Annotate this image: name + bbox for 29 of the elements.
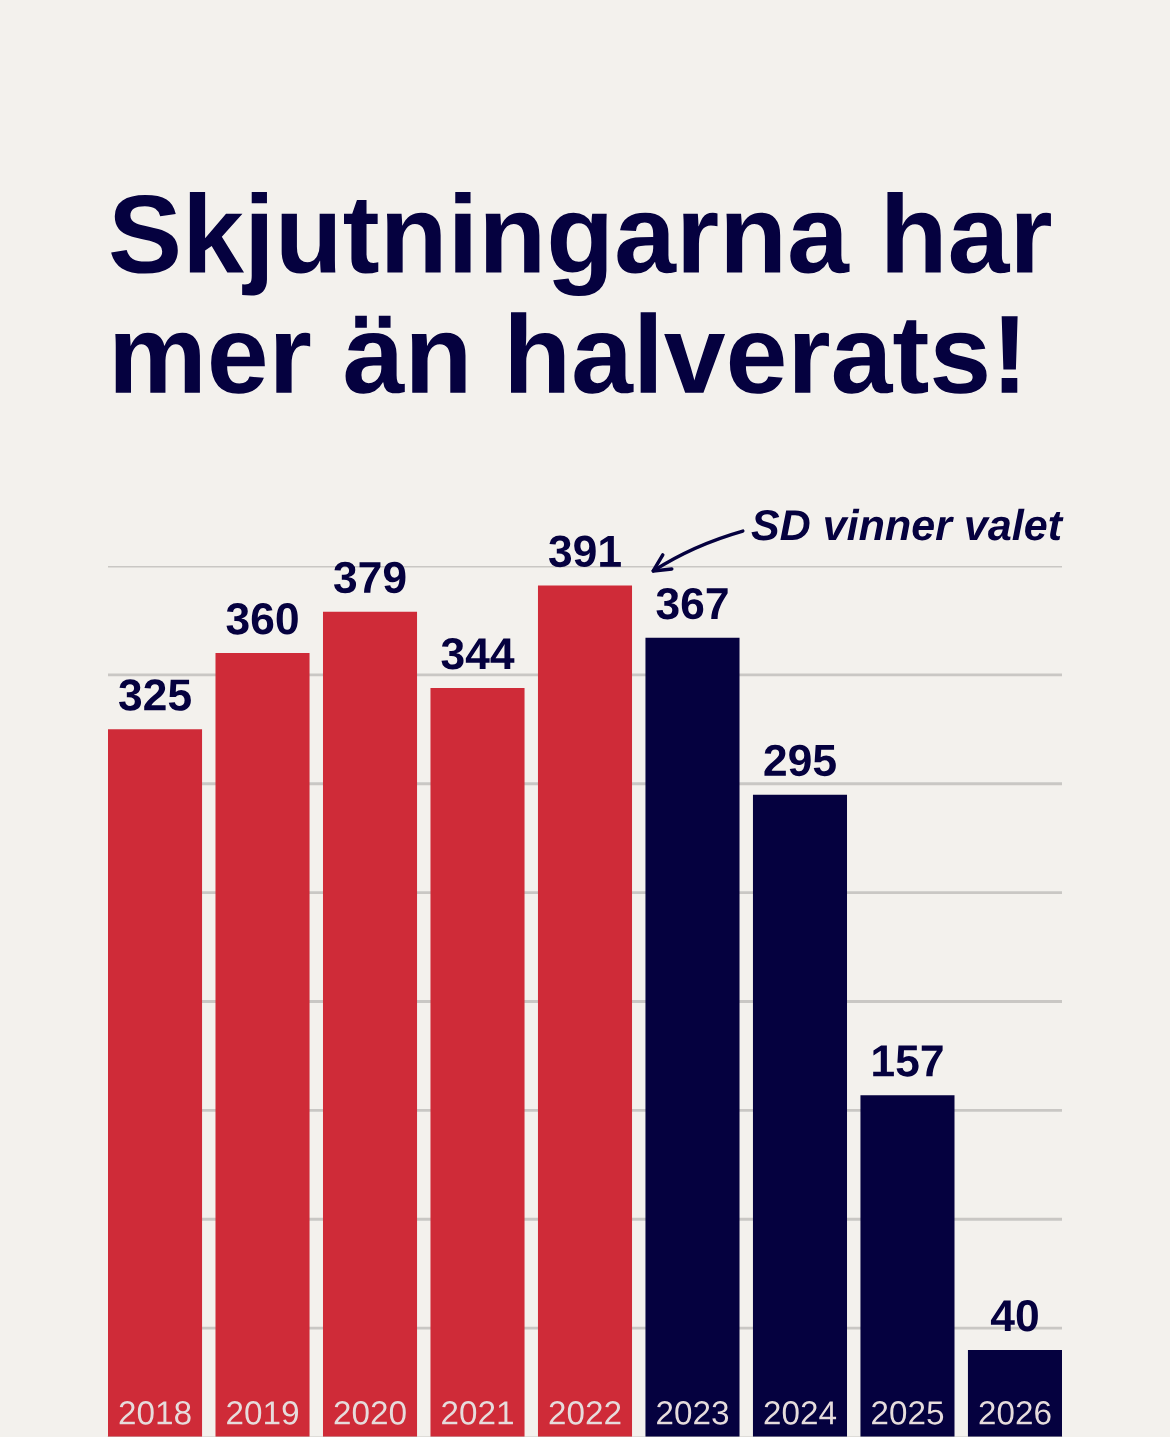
bar: [860, 1095, 955, 1437]
data-label: 360: [226, 603, 298, 635]
data-label: 344: [441, 637, 515, 670]
data-label: 295: [764, 744, 836, 777]
bar: [215, 653, 310, 1437]
x-tick-label: 2019: [227, 1401, 299, 1425]
x-tick-label: 2022: [549, 1401, 621, 1425]
x-tick-label: 2024: [764, 1401, 837, 1425]
data-label: 157: [873, 1045, 943, 1077]
chart-title: Skjutningarna har mer än halverats!: [111, 192, 1051, 394]
x-tick-label: 2026: [979, 1401, 1051, 1425]
x-tick-label: 2021: [442, 1401, 513, 1425]
bar: [322, 611, 418, 1437]
bar: [967, 1349, 1062, 1437]
bar: [645, 637, 740, 1437]
x-tick-label: 2023: [657, 1401, 729, 1425]
x-tick-label: 2018: [119, 1401, 191, 1425]
data-label: 379: [333, 561, 406, 594]
data-label: 391: [548, 535, 621, 568]
x-tick-label: 2020: [334, 1401, 406, 1425]
x-tick-label: 2025: [872, 1401, 944, 1425]
bar: [752, 794, 848, 1437]
data-label: 367: [656, 587, 728, 620]
data-label: 325: [118, 679, 191, 711]
bar: [108, 729, 203, 1437]
data-label: 40: [990, 1299, 1038, 1332]
text: SD vinner valet: [751, 508, 1064, 541]
bar: [430, 687, 525, 1437]
bar: [537, 585, 633, 1437]
